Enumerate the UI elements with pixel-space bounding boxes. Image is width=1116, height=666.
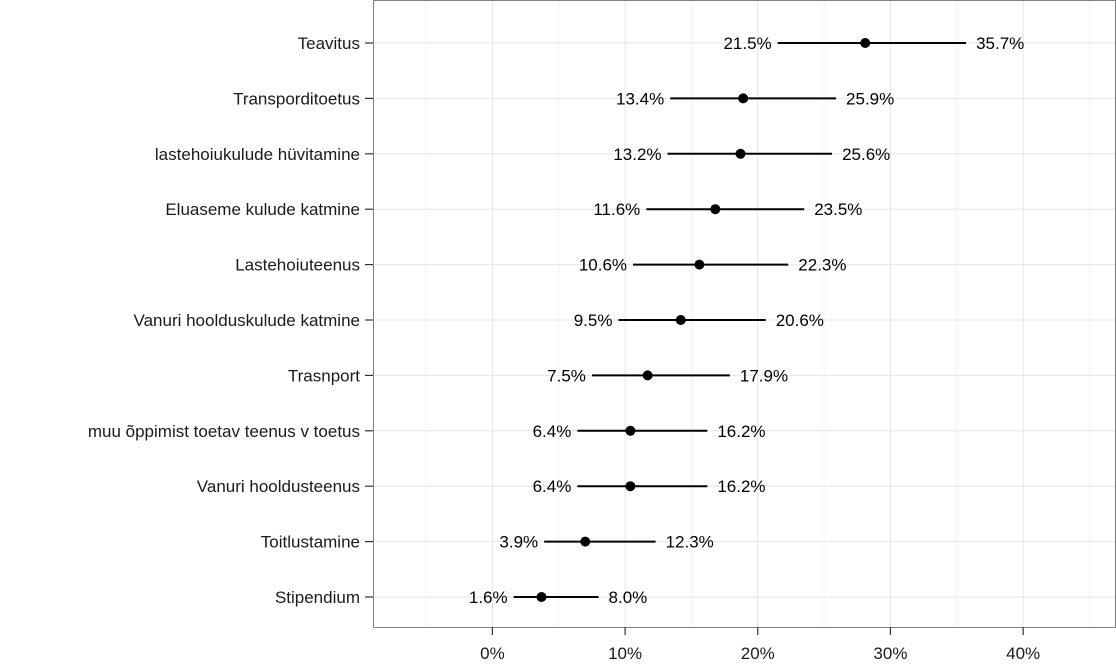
x-tick-label: 30% [873, 644, 907, 663]
ci-high-label: 16.2% [717, 422, 765, 441]
ci-low-label: 11.6% [593, 200, 640, 219]
estimate-point [738, 93, 749, 104]
category-label: Lastehoiuteenus [235, 256, 360, 275]
estimate-point [580, 536, 591, 547]
ci-high-label: 20.6% [776, 311, 824, 330]
category-label: Vanuri hooldusteenus [197, 477, 360, 496]
estimate-point [675, 315, 686, 325]
ci-low-label: 9.5% [574, 311, 613, 330]
ci-low-label: 21.5% [723, 34, 771, 53]
category-label: Teavitus [298, 34, 360, 53]
estimate-point [694, 259, 705, 270]
ci-high-label: 12.3% [666, 533, 714, 552]
category-label: Stipendium [275, 588, 360, 607]
ci-low-label: 3.9% [499, 533, 538, 552]
ci-high-label: 17.9% [740, 366, 788, 385]
ci-high-label: 23.5% [814, 200, 862, 219]
ci-high-label: 35.7% [976, 34, 1024, 53]
category-label: Vanuri hoolduskulude katmine [134, 311, 361, 330]
data-marks: 21.5% 35.7% 13.4% 25.9% 13.2% 25.6% 11.6% 23.5%… [469, 34, 1024, 607]
ci-high-label: 25.6% [842, 145, 890, 164]
x-tick-label: 10% [608, 644, 642, 663]
estimate-point [625, 481, 636, 492]
estimate-point [642, 370, 653, 381]
ci-high-label: 8.0% [609, 588, 648, 607]
ci-low-label: 1.6% [469, 588, 508, 607]
category-label: Trasnport [288, 366, 360, 385]
ci-low-label: 6.4% [533, 477, 572, 496]
y-axis: Teavitus Transporditoetus lastehoiukulude … [88, 34, 373, 607]
x-tick-label: 20% [741, 644, 775, 663]
x-tick-label: 40% [1006, 644, 1040, 663]
category-label: muu õppimist toetav teenus v toetus [88, 422, 360, 441]
category-label: Eluaseme kulude katmine [165, 200, 360, 219]
estimate-point [536, 592, 547, 602]
ci-low-label: 13.2% [613, 145, 661, 164]
category-label: lastehoiukulude hüvitamine [155, 145, 360, 164]
category-label: Transporditoetus [233, 89, 360, 108]
ci-low-label: 7.5% [547, 366, 586, 385]
ci-low-label: 6.4% [533, 422, 572, 441]
estimate-point [860, 38, 871, 48]
category-label: Toitlustamine [261, 533, 360, 552]
ci-low-label: 13.4% [616, 89, 664, 108]
x-axis: 0% 10% 20% 30% 40% [480, 627, 1040, 663]
ci-high-label: 22.3% [798, 256, 846, 275]
estimate-point [625, 425, 636, 436]
ci-high-label: 25.9% [846, 89, 894, 108]
ci-low-label: 10.6% [579, 256, 627, 275]
ci-high-label: 16.2% [717, 477, 765, 496]
estimate-point [735, 148, 746, 159]
estimate-point [710, 204, 721, 215]
x-tick-label: 0% [480, 644, 505, 663]
